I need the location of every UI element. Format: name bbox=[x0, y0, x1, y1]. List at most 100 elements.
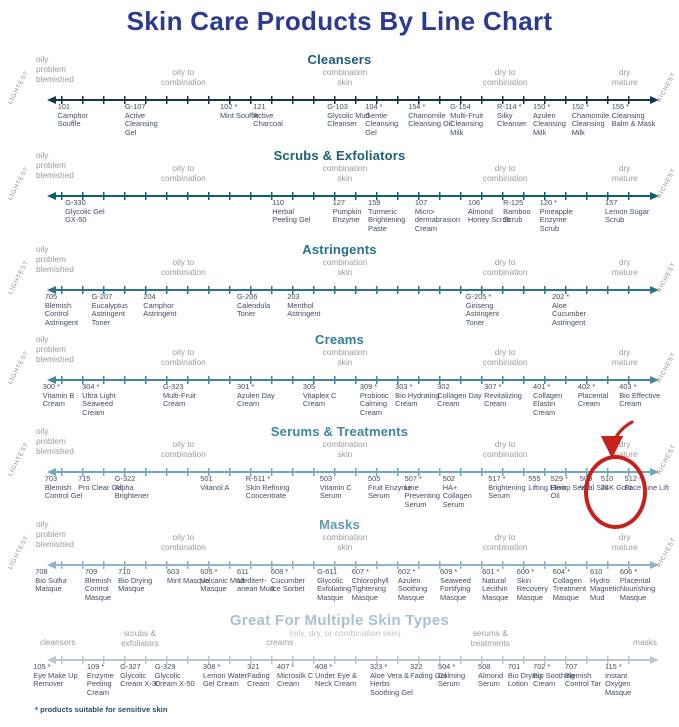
product-code: 501 bbox=[200, 474, 213, 483]
label-line: dry to bbox=[494, 347, 516, 357]
product-name: Blemish Control Astringent bbox=[44, 300, 79, 328]
product-606: 606 * Placental Nourishing Masque bbox=[620, 567, 665, 603]
section-title-multi: Great For Multiple Skin Types bbox=[229, 612, 450, 629]
product-name: Vitamin B Cream bbox=[42, 390, 75, 409]
product-600: 600 * Skin Recovery Masque bbox=[517, 567, 562, 603]
product-name: Bio Drying Lotion bbox=[507, 670, 542, 689]
product-code: 304 * bbox=[82, 382, 100, 391]
product-name: Calming Serum bbox=[437, 670, 466, 689]
skin-type-label-oily-to-combination: oily to combination bbox=[161, 257, 206, 277]
product-name: HA+ Collagen Serum bbox=[442, 482, 472, 510]
product-code: 302 bbox=[437, 382, 450, 391]
product-name: Glycolic Exfoliating Masque bbox=[317, 575, 352, 603]
product-401: 401 * Collagen Elastin Cream bbox=[533, 382, 578, 418]
product-g-207: G-207 Eucalyptus Astringent Toner bbox=[91, 292, 137, 328]
product-name: Active Cleansing Gel bbox=[124, 110, 158, 138]
product-name: Hydro Magnetic Mud bbox=[590, 575, 621, 603]
product-name: Menthol Astringent bbox=[287, 300, 321, 319]
section-creams: Creams oily problem blemished oily to combina… bbox=[0, 332, 679, 428]
axis-line-scrubs bbox=[46, 192, 660, 200]
label-line: problem bbox=[35, 436, 66, 447]
label-line: oily bbox=[35, 334, 49, 344]
skin-type-label-dry-to-combination: dry to combination bbox=[483, 439, 528, 459]
axis-arrow-right-icon bbox=[650, 561, 660, 569]
product-name: Bio Soothing Cream bbox=[533, 670, 575, 689]
product-code: 555 bbox=[528, 474, 541, 483]
category-label-cleansers: cleansers bbox=[40, 637, 76, 647]
product-name: Bio Hydrating Cream bbox=[395, 390, 440, 409]
label-line: combination bbox=[160, 173, 206, 184]
product-name: Face Line Lift bbox=[624, 482, 670, 492]
product-305: 305 Vitaplex C Cream bbox=[303, 382, 348, 409]
product-code: G-207 bbox=[91, 292, 113, 301]
axis-arrow-left-icon bbox=[46, 192, 56, 200]
product-code: 102 * bbox=[219, 102, 238, 111]
product-203: 203 Menthol Astringent bbox=[287, 292, 332, 319]
skin-type-label-dry-to-combination: dry to combination bbox=[483, 163, 528, 183]
product-502: 502 HA+ Collagen Serum bbox=[442, 474, 488, 510]
edge-label-richest: RICHEST bbox=[655, 351, 678, 384]
product-202: 202 * Aloe Cucumber Astringent bbox=[552, 292, 597, 328]
product-name: Calendula Toner bbox=[236, 300, 271, 319]
product-507: 507 * Line Preventing Serum bbox=[404, 474, 450, 510]
product-150: 150 * Azulen Cleansing Milk bbox=[533, 102, 578, 138]
label-line: combination bbox=[160, 357, 206, 368]
label-line: dry bbox=[618, 257, 631, 267]
axis-arrow-right-icon bbox=[650, 286, 660, 294]
product-name: Revitalizing Cream bbox=[484, 390, 522, 409]
product-603: 603 Mint Masque bbox=[167, 567, 212, 585]
skin-type-label-oily-to-combination: oily to combination bbox=[161, 67, 206, 87]
product-code: 308 * bbox=[203, 662, 221, 671]
product-code: 159 bbox=[368, 198, 381, 207]
skin-type-label-oily-to-combination: oily to combination bbox=[161, 532, 206, 552]
category-label-masks: masks bbox=[633, 637, 657, 647]
product-code: 407 * bbox=[277, 662, 295, 671]
product-code: 507 * bbox=[404, 474, 422, 483]
category-label-creams: creams bbox=[266, 637, 293, 647]
label-line: skin bbox=[337, 77, 353, 88]
highlight-arrow-icon bbox=[600, 420, 634, 459]
label-line: problem bbox=[35, 64, 66, 75]
axis-arrow-right-icon bbox=[650, 468, 660, 476]
product-707: 707 Blemish Control Tar bbox=[565, 662, 610, 689]
product-name: Aloe Cucumber Astringent bbox=[552, 300, 587, 328]
skin-type-label-combination-skin: combination skin bbox=[323, 163, 368, 183]
label-line: oily to bbox=[172, 439, 195, 449]
product-name: Pineapple Enzyme Scrub bbox=[539, 206, 573, 234]
product-308: 308 * Lemon Water Gel Cream bbox=[203, 662, 248, 689]
product-code: 702 * bbox=[533, 662, 551, 671]
product-code: G-327 bbox=[120, 662, 141, 671]
product-name: Brightening Serum bbox=[488, 482, 526, 501]
product-code: 307 * bbox=[484, 382, 502, 391]
label-line: problem bbox=[35, 254, 66, 265]
label-line: dry to bbox=[494, 163, 516, 173]
product-529: 529 * Hemp Seed Oil bbox=[551, 474, 596, 501]
skin-type-label-oily-to-combination: oily to combination bbox=[161, 439, 206, 459]
product-159: 159 Turmeric Brightening Paste bbox=[368, 198, 413, 234]
product-name: Natural Lecithin Masque bbox=[482, 575, 509, 603]
product-name: Enzyme Peeling Cream bbox=[86, 670, 114, 698]
label-line: oily bbox=[35, 244, 49, 254]
product-name: Mint Souffle bbox=[219, 110, 259, 120]
axis-bar bbox=[53, 564, 653, 566]
category-label-scrubs-exfoliators: scrubs & exfoliators bbox=[121, 628, 159, 648]
label-line: combination bbox=[322, 347, 368, 357]
product-name: Camphor Astringent bbox=[143, 300, 177, 319]
product-701: 701 Bio Drying Lotion bbox=[507, 662, 553, 689]
footnote: * products suitable for sensitive skin bbox=[35, 705, 168, 714]
product-code: 120 * bbox=[539, 198, 558, 207]
label-line: skin bbox=[337, 542, 353, 553]
product-name: Azulen Cleansing Milk bbox=[533, 110, 566, 138]
product-501: 501 Vitanol A bbox=[200, 474, 245, 492]
skin-type-label-oily-problem-blemished: oily problem blemished bbox=[36, 244, 74, 274]
product-code: 607 * bbox=[351, 567, 369, 576]
product-code: 502 bbox=[442, 474, 456, 483]
section-title-masks: Masks bbox=[319, 517, 360, 532]
product-code: 402 * bbox=[577, 382, 596, 391]
product-code: 401 * bbox=[533, 382, 551, 391]
product-code: 154 * bbox=[408, 102, 426, 111]
product-name: Multi-Fruit Cream bbox=[162, 390, 196, 409]
product-605: 605 * Volcanic Mud Masque bbox=[200, 567, 245, 594]
section-masks: Masks oily problem blemished oily to combinat… bbox=[0, 517, 679, 613]
edge-label-richest: RICHEST bbox=[655, 443, 678, 476]
